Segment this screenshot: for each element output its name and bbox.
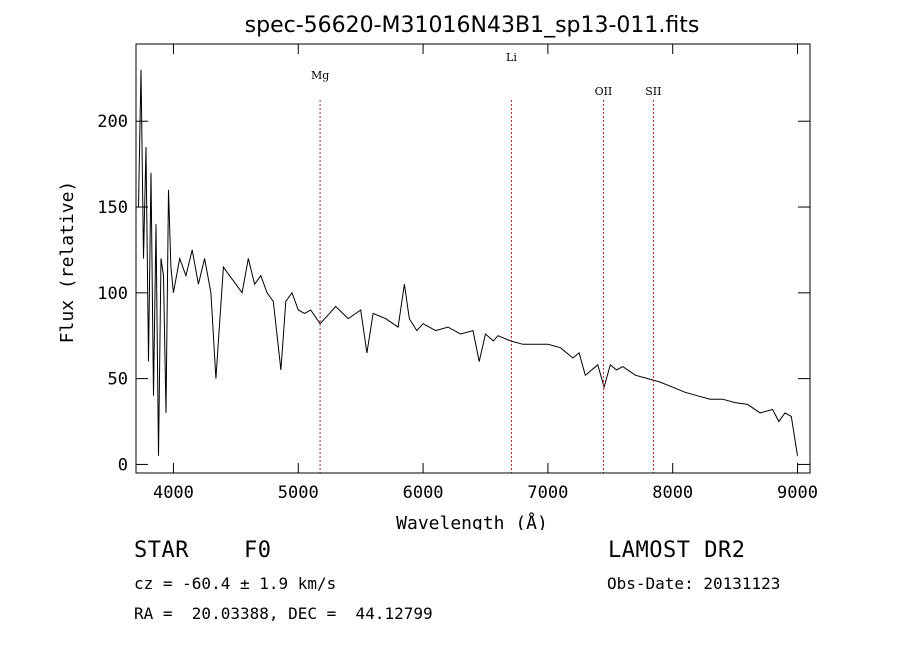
x-tick-label: 7000 bbox=[527, 483, 568, 503]
redshift-velocity: cz = -60.4 ± 1.9 km/s bbox=[134, 574, 337, 593]
line-marker-label: OII bbox=[595, 85, 613, 98]
line-marker-label: SII bbox=[645, 85, 661, 98]
spectrum-line-0 bbox=[138, 69, 798, 456]
x-tick-label: 9000 bbox=[777, 483, 818, 503]
spectral-class: STAR bbox=[134, 538, 189, 563]
y-tick-label: 150 bbox=[97, 198, 128, 218]
coordinates: RA = 20.03388, DEC = 44.12799 bbox=[134, 604, 433, 623]
x-axis-label: Wavelength (Å) bbox=[396, 512, 548, 530]
spectrum-chart: spec-56620-M31016N43B1_sp13-011.fits 400… bbox=[57, 13, 818, 530]
line-marker-label: Li bbox=[506, 51, 517, 64]
observation-date: Obs-Date: 20131123 bbox=[607, 574, 781, 593]
survey-name: LAMOST DR2 bbox=[608, 538, 746, 563]
y-tick-label: 50 bbox=[108, 370, 128, 390]
plot-frame bbox=[135, 43, 811, 474]
y-tick-label: 0 bbox=[118, 455, 128, 475]
y-tick-label: 200 bbox=[97, 112, 128, 132]
chart-title: spec-56620-M31016N43B1_sp13-011.fits bbox=[245, 13, 700, 38]
x-tick-label: 4000 bbox=[153, 483, 194, 503]
x-tick-label: 8000 bbox=[652, 483, 693, 503]
x-tick-label: 6000 bbox=[403, 483, 444, 503]
x-tick-label: 5000 bbox=[278, 483, 319, 503]
y-tick-label: 100 bbox=[97, 284, 128, 304]
spectral-subclass: F0 bbox=[244, 538, 272, 563]
y-axis-label: Flux (relative) bbox=[57, 181, 78, 344]
line-marker-label: Mg bbox=[311, 69, 329, 82]
